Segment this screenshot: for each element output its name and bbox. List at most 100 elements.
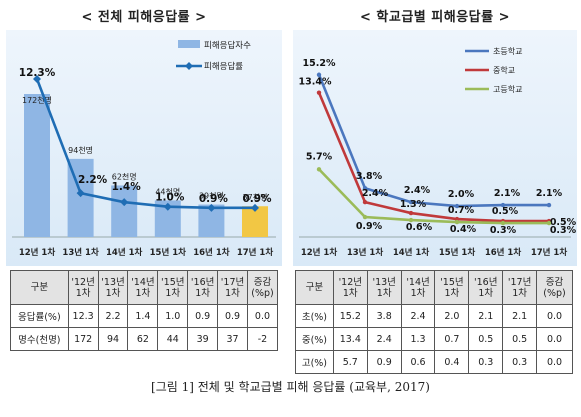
bar-respondents	[24, 94, 50, 237]
bar-value-label: 37천명	[243, 192, 268, 202]
table-column-header: '17년 1차	[502, 270, 538, 305]
table-column-header: '16년 1차	[187, 270, 219, 305]
line-point-marker	[76, 189, 85, 198]
table-cell: 0.7	[434, 327, 470, 351]
bar-value-label: 172천명	[22, 95, 52, 105]
table-cell: 0.9	[187, 304, 219, 328]
legend-line-label: 피해응답률	[204, 61, 243, 72]
table-row: 초(%) 15.2 3.8 2.4 2.0 2.1 2.1 0.0	[295, 304, 573, 328]
school-level-chart-title: < 학교급별 피해응답률 >	[359, 10, 510, 25]
legend-label-2: 고등학교	[493, 84, 522, 94]
table-cell: 62	[127, 327, 159, 351]
series-value-label-2: 0.9%	[356, 221, 383, 232]
table-row: 중(%) 13.4 2.4 1.3 0.7 0.5 0.5 0.0	[295, 327, 573, 351]
series-value-label-2: 0.6%	[406, 222, 433, 233]
table-cell: 0.6	[400, 350, 436, 374]
series-point-0	[362, 185, 368, 191]
table-cell: 1.3	[400, 327, 436, 351]
table-cell: 0.3	[468, 350, 504, 374]
series-value-label-1: 1.3%	[400, 199, 427, 210]
overall-data-table: 구분 '12년 1차 '13년 1차 '14년 1차 '15년 1차 '16년 1차 '17년 1차 증감…	[10, 270, 279, 351]
table-row: 응답률(%) 12.3 2.2 1.4 1.0 0.9 0.9 0.0	[10, 304, 279, 328]
table-column-header: '13년 1차	[97, 270, 129, 305]
series-value-label-1: 0.5%	[550, 217, 577, 228]
series-point-1	[408, 210, 414, 216]
table-cell: 0.4	[434, 350, 470, 374]
series-value-label-0: 15.2%	[303, 58, 336, 69]
table-row: 명수(천명) 172 94 62 44 39 37 -2	[10, 327, 279, 351]
series-point-0	[408, 199, 414, 205]
figure-caption: [그림 1] 전체 및 학교급별 피해 응답률 (교육부, 2017)	[151, 380, 430, 394]
table-cell: 1.0	[157, 304, 189, 328]
x-tick-label: 13년 1차	[347, 247, 384, 258]
table-column-header: '14년 1차	[127, 270, 159, 305]
table-cell: 1.4	[127, 304, 159, 328]
series-point-2	[408, 217, 414, 223]
bar-value-label: 94천명	[68, 145, 93, 155]
table-column-header: '12년 1차	[332, 270, 368, 305]
table-cell: 0.0	[246, 304, 279, 328]
school-level-data-table: 구분 '12년 1차 '13년 1차 '14년 1차 '15년 1차 '16년 1차 '17년 1차 증감…	[295, 270, 573, 374]
x-tick-label: 14년 1차	[393, 247, 430, 258]
table-cell: -2	[246, 327, 279, 351]
line-point-marker	[163, 202, 172, 211]
series-value-label-0: 2.4%	[404, 185, 431, 196]
series-point-0	[546, 202, 552, 208]
table-cell: 0.3	[502, 350, 538, 374]
line-value-label: 0.9%	[199, 193, 229, 205]
table-cell: 0.5	[468, 327, 504, 351]
table-cell: 13.4	[332, 327, 368, 351]
line-point-marker	[33, 75, 41, 84]
overall-chart-panel: < 전체 피해응답률 > 172천명 12년 1차 94천명 13년 1차 62천명 14…	[6, 0, 282, 362]
x-tick-label: 14년 1차	[106, 247, 143, 258]
table-column-header: 증감 (%p)	[536, 270, 573, 305]
table-header-row: 구분 '12년 1차 '13년 1차 '14년 1차 '15년 1차 '16년 1차 '17년 1차 증감…	[10, 270, 279, 305]
series-point-2	[546, 220, 552, 226]
table-cell: 2.1	[502, 304, 538, 328]
bar-respondents	[111, 185, 138, 237]
table-cell: 2.0	[434, 304, 470, 328]
bar-value-label: 39천명	[199, 191, 224, 201]
table-cell: 2.1	[468, 304, 504, 328]
series-value-label-2: 0.3%	[490, 225, 517, 236]
line-point-marker	[207, 203, 216, 212]
line-value-label: 1.0%	[155, 192, 185, 204]
table-cell: 39	[187, 327, 219, 351]
line-value-label: 2.2%	[78, 174, 108, 186]
series-point-0	[500, 202, 506, 208]
table-cell: 37	[217, 327, 248, 351]
table-column-header: '14년 1차	[400, 270, 436, 305]
table-cell: 2.2	[97, 304, 129, 328]
legend-bar-swatch	[178, 40, 200, 48]
series-value-label-0: 2.0%	[448, 189, 475, 200]
table-row-label: 명수(천명)	[10, 327, 69, 351]
x-tick-label: 17년 1차	[531, 247, 568, 258]
table-cell: 0.9	[217, 304, 248, 328]
table-cell: 3.8	[366, 304, 402, 328]
x-tick-label: 15년 1차	[150, 247, 187, 258]
x-tick-label: 17년 1차	[237, 247, 274, 258]
line-response-rate	[35, 78, 255, 210]
table-row-label: 초(%)	[295, 304, 334, 328]
table-cell: 44	[157, 327, 189, 351]
x-tick-label: 16년 1차	[193, 247, 230, 258]
bar-value-label: 44천명	[155, 186, 180, 196]
school-level-chart: 12년 1차 13년 1차 14년 1차 15년 1차 16년 1차 17년 1차 15.2…	[299, 46, 577, 258]
table-column-header: '15년 1차	[434, 270, 470, 305]
series-point-0	[454, 203, 460, 209]
x-tick-label: 15년 1차	[439, 247, 476, 258]
series-value-label-2: 0.3%	[550, 225, 577, 236]
x-tick-label: 12년 1차	[301, 247, 338, 258]
series-point-2	[454, 219, 460, 225]
line-value-label: 1.4%	[112, 181, 142, 193]
table-cell: 2.4	[366, 327, 402, 351]
table-corner-header: 구분	[295, 270, 334, 305]
table-row: 고(%) 5.7 0.9 0.6 0.4 0.3 0.3 0.0	[295, 350, 573, 374]
series-value-label-0: 2.1%	[536, 188, 563, 199]
legend-label-0: 초등학교	[493, 46, 522, 56]
legend-bar-label: 피해응답자수	[204, 40, 251, 51]
overall-chart-background	[6, 30, 282, 266]
table-column-header: '13년 1차	[366, 270, 402, 305]
series-value-label-2: 5.7%	[306, 151, 333, 162]
table-row-label: 고(%)	[295, 350, 334, 374]
